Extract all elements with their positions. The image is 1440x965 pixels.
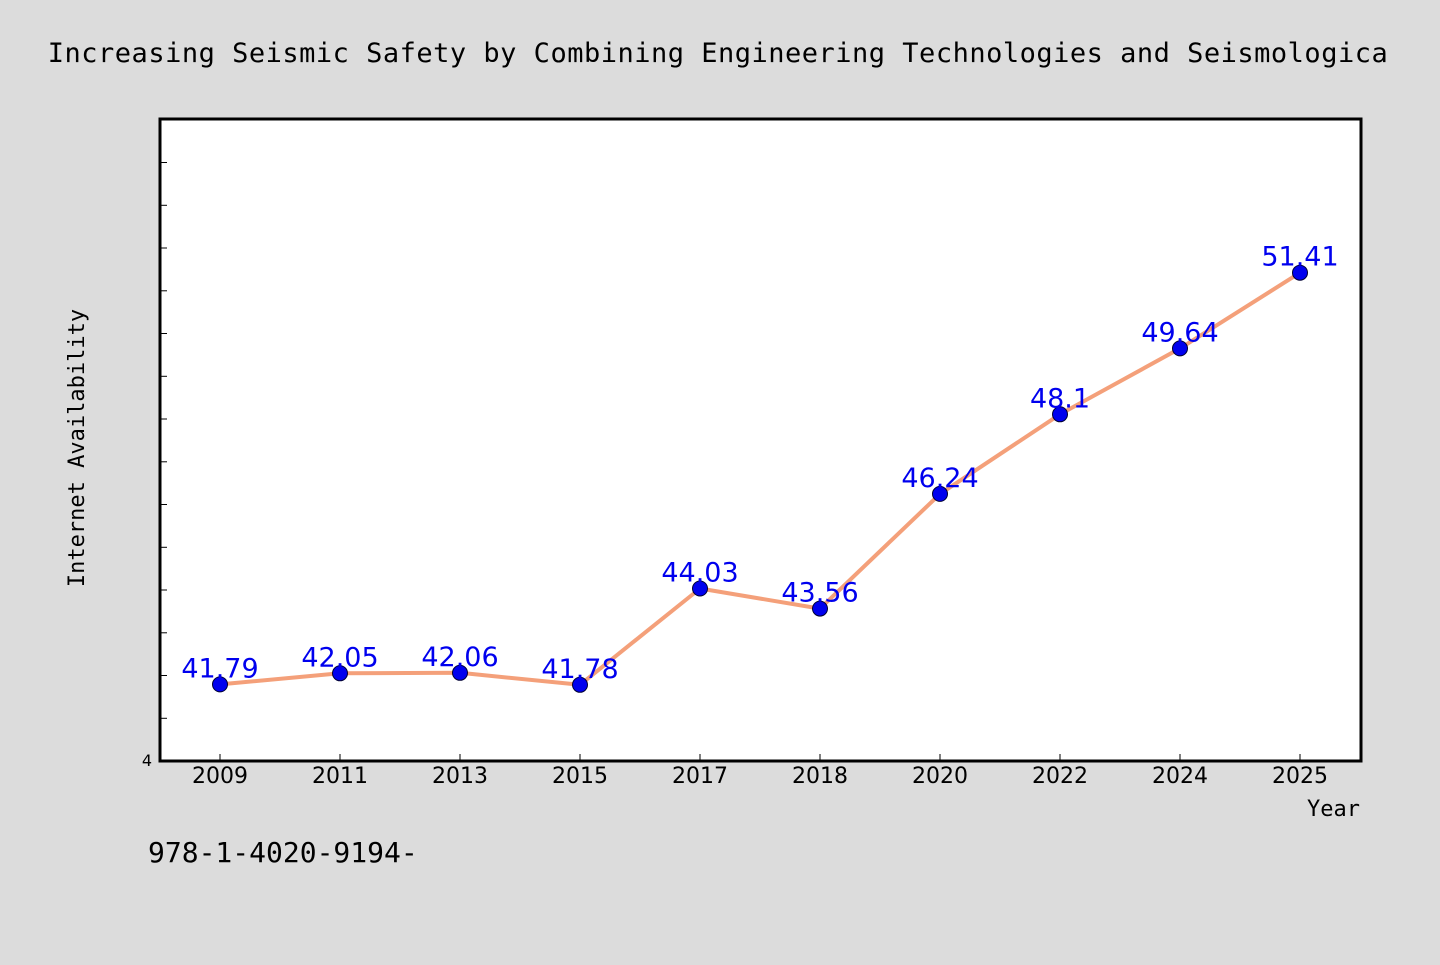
x-axis-label: Year [1307, 797, 1360, 822]
data-label-2025: 51.41 [1261, 242, 1338, 273]
x-tick-label-2020: 2020 [912, 764, 968, 789]
data-point-2024 [1172, 340, 1188, 357]
data-point-2020 [932, 485, 948, 502]
x-tick-label-2022: 2022 [1032, 764, 1088, 789]
x-tick-label-2017: 2017 [672, 764, 728, 789]
x-axis-ticks [219, 754, 1301, 761]
data-label-2022: 48.1 [1030, 383, 1090, 414]
data-label-2017: 44.03 [661, 558, 738, 589]
y-axis-label: Internet Availability [65, 309, 90, 587]
data-point-2009 [212, 676, 228, 693]
footnote-isbn: 978-1-4020-9194- [148, 836, 418, 869]
data-label-2018: 43.56 [781, 578, 858, 609]
data-point-2022 [1052, 406, 1068, 423]
data-point-2011 [332, 665, 348, 682]
x-tick-label-2018: 2018 [792, 764, 848, 789]
chart-title: Increasing Seismic Safety by Combining E… [48, 38, 1388, 69]
x-tick-label-2015: 2015 [552, 764, 608, 789]
data-label-2015: 41.78 [541, 654, 618, 685]
data-point-2015 [572, 676, 588, 693]
x-tick-label-2013: 2013 [432, 764, 488, 789]
data-label-2013: 42.06 [421, 642, 498, 673]
x-axis-tick-labels: 2009 2011 2013 2015 2017 2018 2020 2022 2024 2025 [192, 764, 1328, 789]
data-label-2024: 49.64 [1141, 317, 1218, 348]
plot-area [158, 117, 1363, 763]
data-point-2013 [452, 664, 468, 681]
data-point-2025 [1292, 264, 1308, 281]
x-tick-label-2025: 2025 [1272, 764, 1328, 789]
data-label-2011: 42.05 [301, 642, 378, 673]
x-tick-label-2009: 2009 [192, 764, 248, 789]
y-axis-ticks [160, 162, 167, 719]
y-axis-tick-label: 4 [142, 751, 152, 770]
data-label-2009: 41.79 [181, 653, 258, 684]
series-group: 41.79 42.05 42.06 41.78 44.03 43.56 46.24 48.1 4… [181, 242, 1339, 693]
series-line-0 [218, 270, 1302, 687]
x-tick-label-2024: 2024 [1152, 764, 1208, 789]
data-point-2018 [812, 600, 828, 617]
data-point-2017 [692, 580, 708, 597]
data-label-2020: 46.24 [901, 463, 978, 494]
x-tick-label-2011: 2011 [312, 764, 368, 789]
